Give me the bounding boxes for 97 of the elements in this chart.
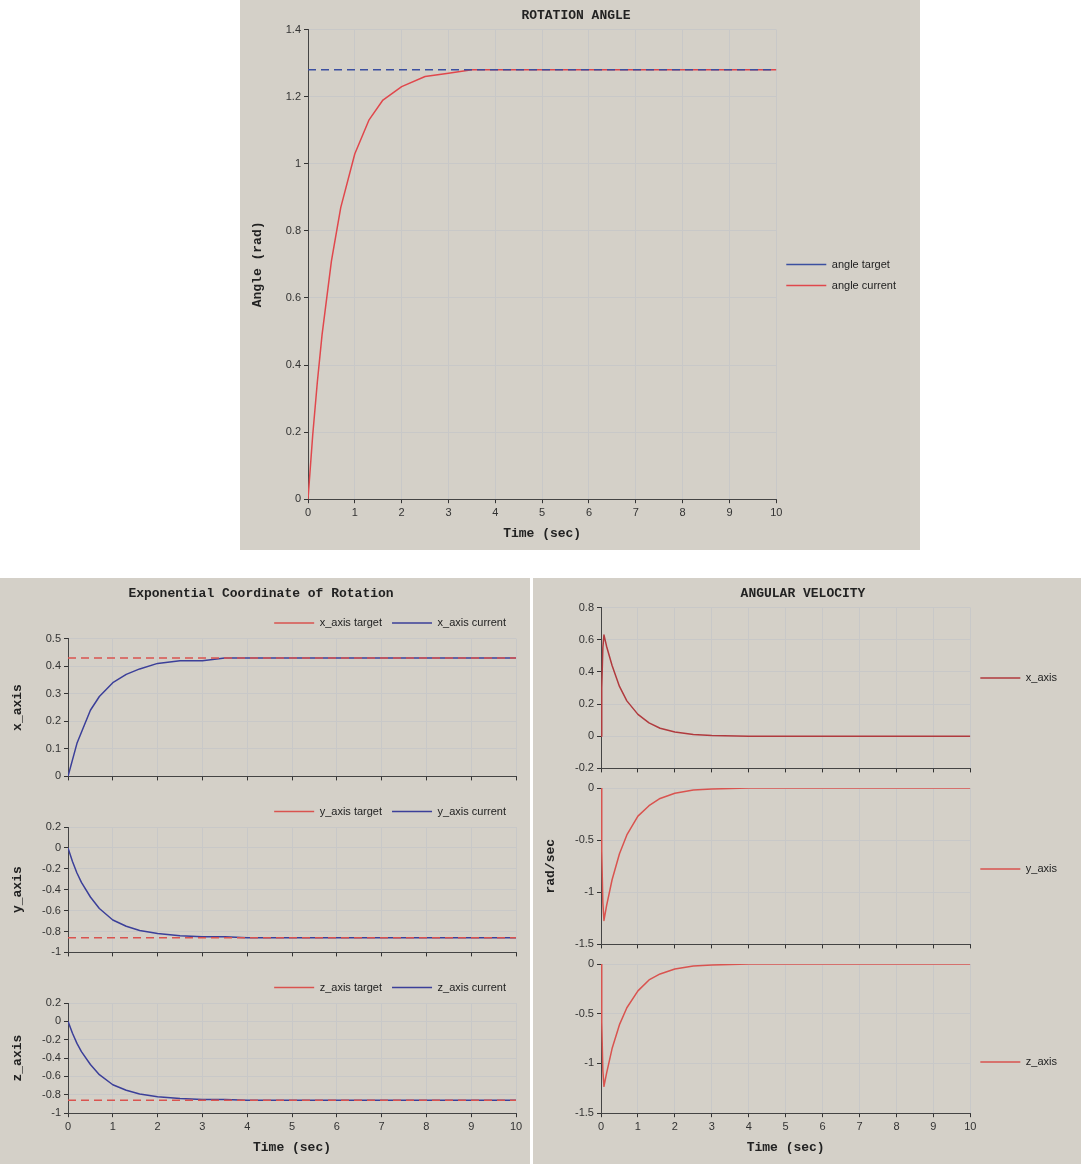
- x-tick-label: 4: [244, 1119, 251, 1132]
- y-tick-label: -1.5: [575, 1106, 594, 1119]
- y-tick-label: 0: [587, 781, 594, 794]
- y-axis-title: y_axis: [10, 866, 26, 914]
- legend-label: x_axis target: [319, 616, 383, 629]
- x-tick-label: 5: [539, 505, 546, 518]
- y-tick-label: 0.5: [45, 631, 61, 644]
- x-tick-label: 10: [509, 1119, 523, 1132]
- y-tick-label: 0: [54, 769, 61, 782]
- x-tick-label: 6: [585, 505, 593, 518]
- y-tick-label: 0.2: [578, 697, 594, 710]
- x-tick-label: 9: [468, 1119, 475, 1132]
- y-tick-label: -0.2: [42, 861, 61, 874]
- x-tick-label: 7: [856, 1119, 863, 1132]
- legend-label: z_axis target: [319, 980, 383, 993]
- x-tick-label: 2: [398, 505, 405, 518]
- x-tick-label: 10: [964, 1119, 977, 1132]
- x-tick-label: 0: [597, 1119, 605, 1132]
- y-axis-title: Angle (rad): [250, 221, 266, 308]
- y-tick-label: -0.6: [42, 1069, 61, 1082]
- y-tick-label: -0.5: [575, 1006, 594, 1019]
- x-axis-title: Time (sec): [503, 526, 582, 542]
- y-tick-label: 0.3: [45, 686, 61, 699]
- x-tick-label: 2: [154, 1119, 161, 1132]
- x-tick-label: 9: [930, 1119, 937, 1132]
- y-tick-label: 0.6: [578, 632, 594, 645]
- x-tick-label: 7: [378, 1119, 385, 1132]
- y-tick-label: 0.1: [45, 741, 61, 754]
- legend-label: z_axis: [1025, 1055, 1058, 1068]
- y-tick-label: 0: [587, 729, 594, 742]
- x-tick-label: 8: [893, 1119, 900, 1132]
- x-tick-label: 5: [288, 1119, 296, 1132]
- x-axis-title: Time (sec): [252, 1140, 332, 1156]
- x-tick-label: 0: [64, 1119, 72, 1132]
- y-tick-label: 1.2: [285, 89, 301, 102]
- legend-label: x_axis: [1025, 671, 1058, 684]
- y-tick-label: -1: [51, 945, 61, 958]
- legend-label: angle current: [831, 278, 897, 291]
- x-tick-label: 2: [671, 1119, 678, 1132]
- x-tick-label: 3: [445, 505, 452, 518]
- y-axis-title: z_axis: [10, 1034, 26, 1082]
- x-tick-label: 1: [351, 505, 358, 518]
- y-tick-label: -0.8: [42, 1087, 61, 1100]
- y-tick-label: 0.2: [45, 996, 61, 1009]
- y-tick-label: -0.6: [42, 903, 61, 916]
- y-tick-label: -1: [51, 1106, 61, 1119]
- x-tick-label: 4: [492, 505, 499, 518]
- x-tick-label: 8: [423, 1119, 430, 1132]
- y-tick-label: -1: [584, 1056, 594, 1069]
- x-tick-label: 0: [304, 505, 312, 518]
- y-axis-title: rad/sec: [543, 838, 559, 894]
- y-tick-label: -0.4: [42, 882, 61, 895]
- x-axis-title: Time (sec): [746, 1140, 825, 1156]
- y-axis-title: x_axis: [10, 683, 26, 731]
- y-tick-label: 0: [54, 840, 61, 853]
- x-tick-label: 10: [770, 505, 783, 518]
- chart-title: ROTATION ANGLE: [521, 8, 631, 24]
- chart-title: Exponential Coordinate of Rotation: [128, 586, 394, 602]
- y-tick-label: 0.2: [45, 714, 61, 727]
- y-tick-label: -0.8: [42, 924, 61, 937]
- legend-label: angle target: [831, 257, 890, 270]
- x-tick-label: 3: [708, 1119, 715, 1132]
- y-tick-label: 0.4: [285, 358, 301, 371]
- y-tick-label: 0.4: [45, 659, 61, 672]
- x-tick-label: 8: [679, 505, 686, 518]
- y-tick-label: 0.8: [578, 600, 594, 613]
- chart-title: ANGULAR VELOCITY: [740, 586, 866, 602]
- legend-label: x_axis current: [437, 616, 507, 629]
- y-tick-label: 1: [294, 156, 301, 169]
- y-tick-label: -0.5: [575, 833, 594, 846]
- y-tick-label: 0.6: [285, 290, 301, 303]
- x-tick-label: 3: [199, 1119, 206, 1132]
- x-tick-label: 7: [632, 505, 639, 518]
- y-tick-label: 0: [294, 492, 301, 505]
- y-tick-label: 0.2: [45, 820, 61, 833]
- x-tick-label: 5: [782, 1119, 789, 1132]
- y-tick-label: -0.2: [42, 1032, 61, 1045]
- y-tick-label: 0: [54, 1014, 61, 1027]
- y-tick-label: -0.2: [575, 761, 594, 774]
- x-tick-label: 4: [745, 1119, 752, 1132]
- y-tick-label: -1: [584, 885, 594, 898]
- x-tick-label: 9: [726, 505, 733, 518]
- legend-label: z_axis current: [437, 980, 507, 993]
- x-tick-label: 1: [634, 1119, 641, 1132]
- y-tick-label: -0.4: [42, 1051, 61, 1064]
- y-tick-label: 0.2: [285, 425, 301, 438]
- x-tick-label: 6: [819, 1119, 826, 1132]
- y-tick-label: -1.5: [575, 937, 594, 950]
- y-tick-label: 0.4: [578, 664, 594, 677]
- legend-label: y_axis target: [319, 804, 383, 817]
- y-tick-label: 1.4: [285, 22, 301, 35]
- y-tick-label: 0.8: [285, 223, 301, 236]
- x-tick-label: 1: [109, 1119, 116, 1132]
- legend-label: y_axis: [1025, 862, 1058, 875]
- y-tick-label: 0: [587, 957, 594, 970]
- x-tick-label: 6: [333, 1119, 340, 1132]
- legend-label: y_axis current: [437, 804, 507, 817]
